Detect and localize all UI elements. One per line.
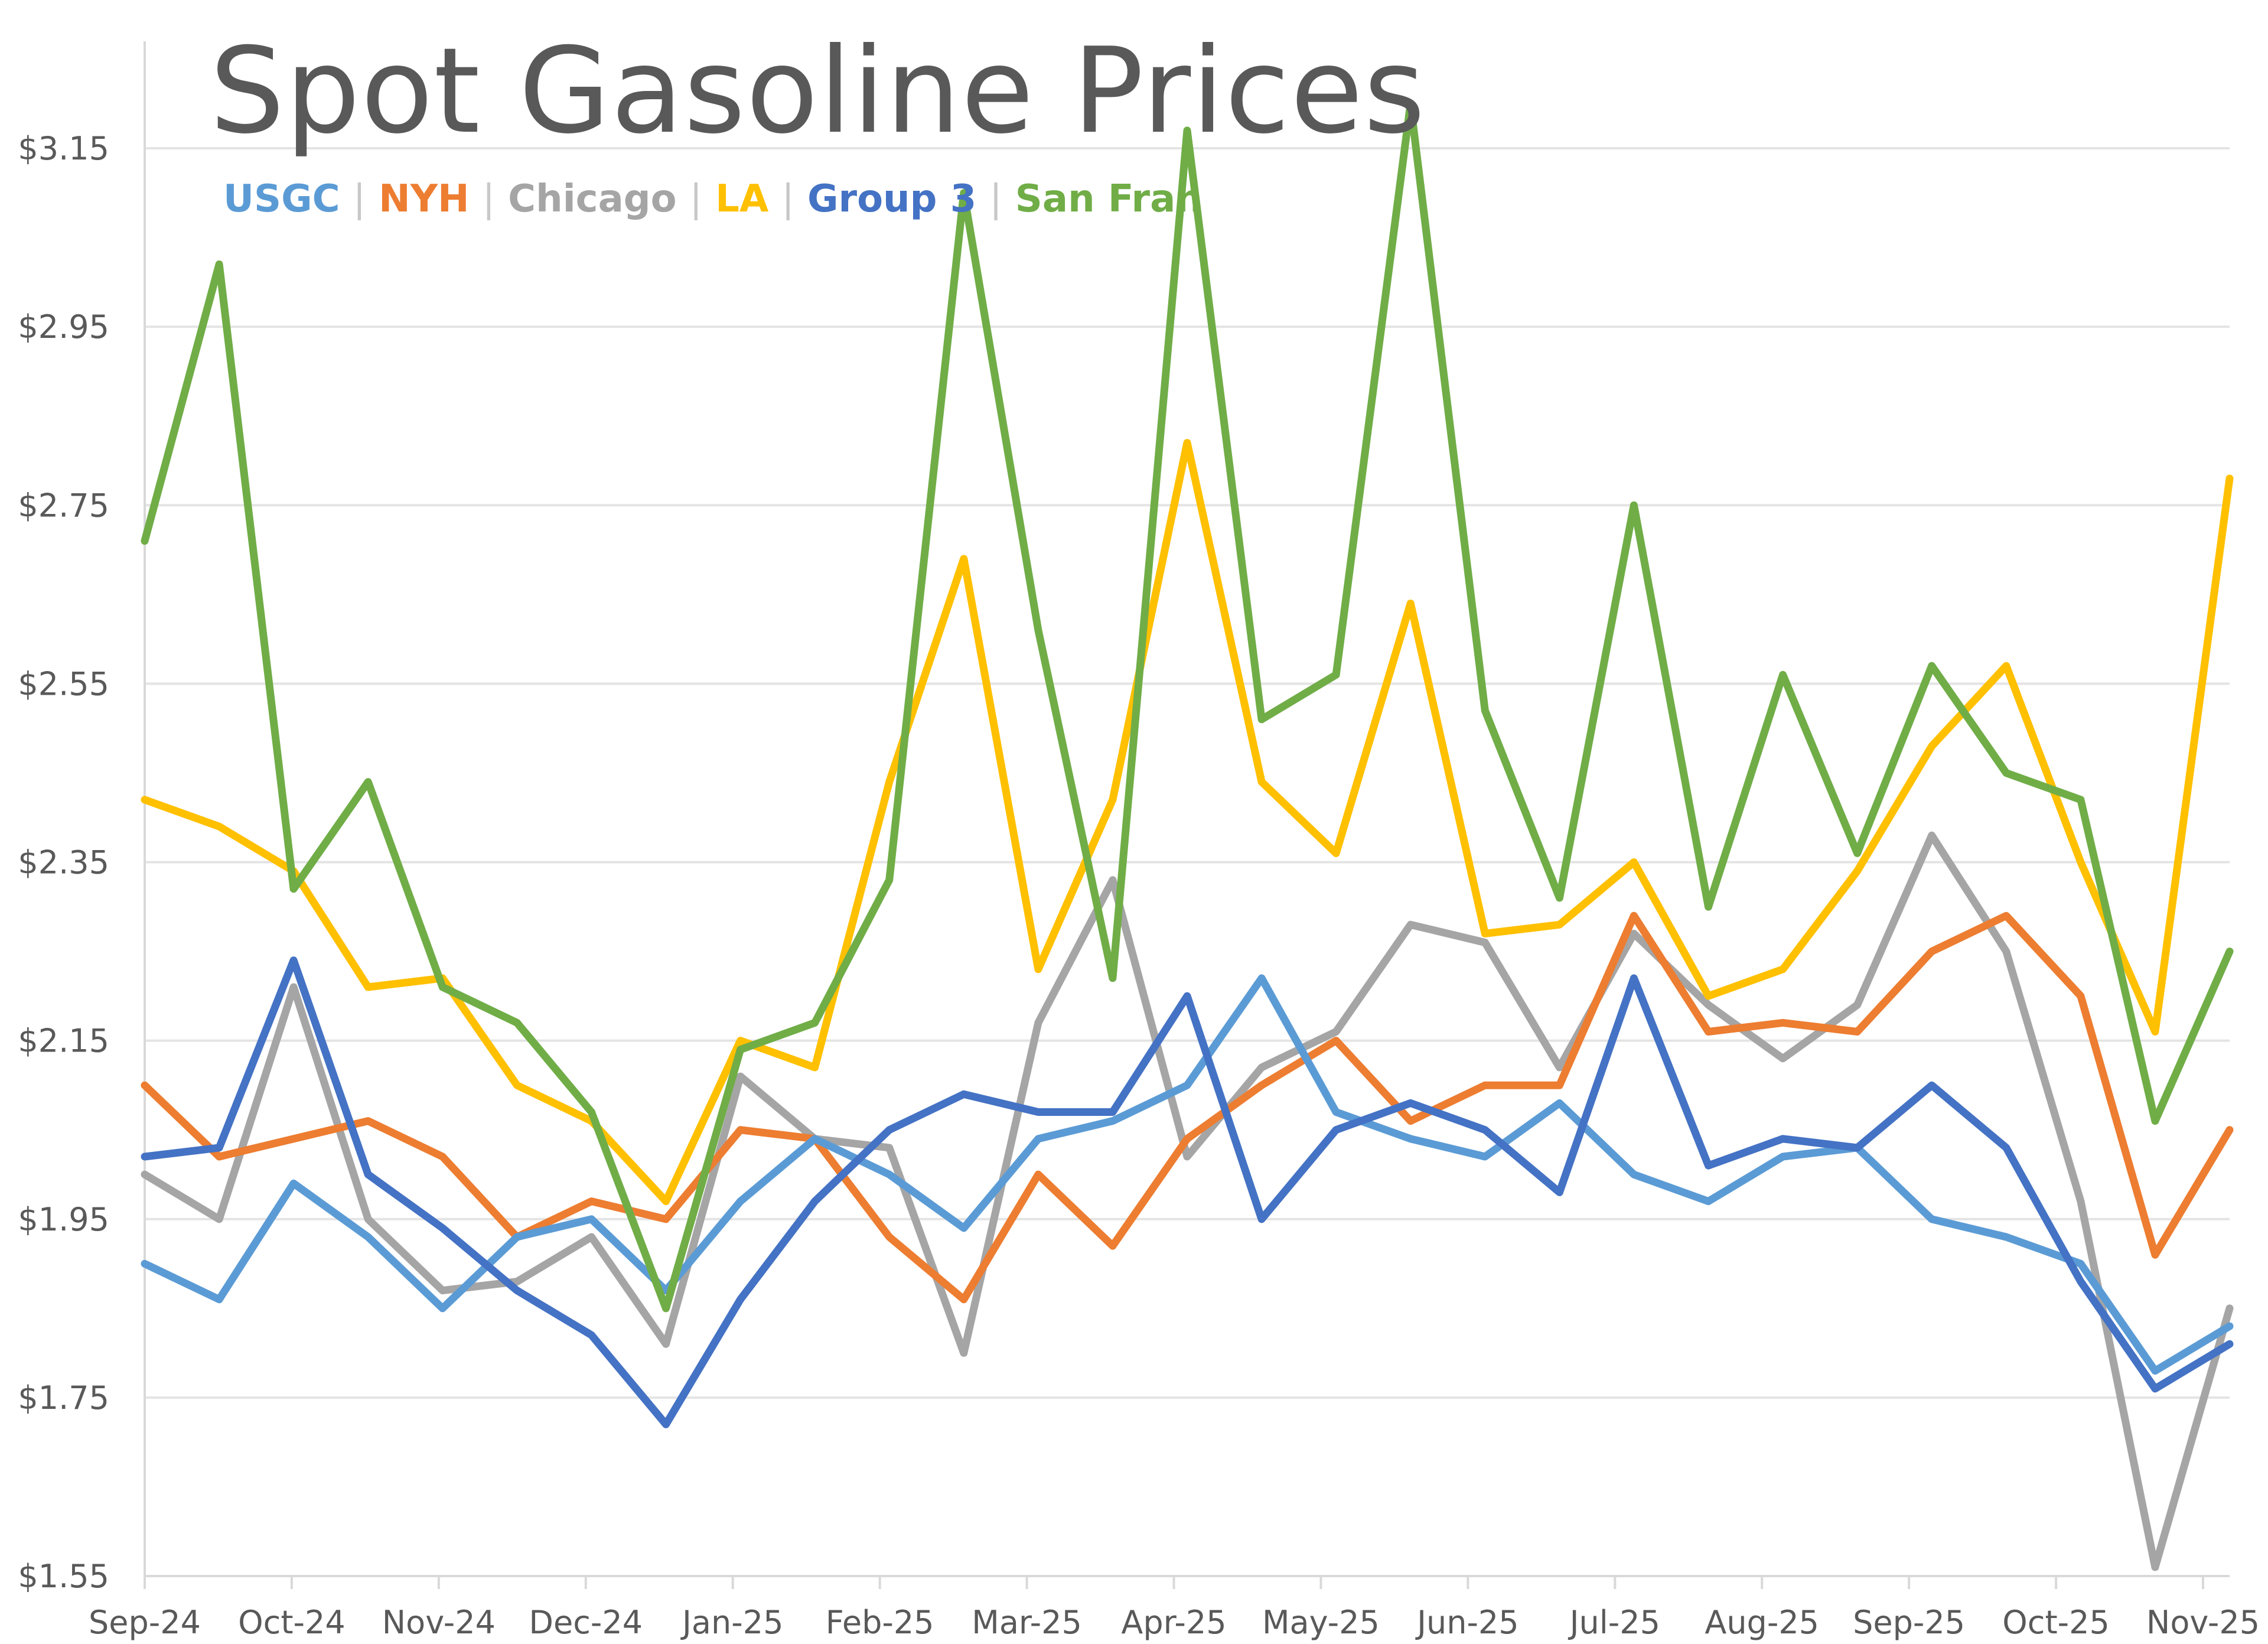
x-tick-label: Jan-25 <box>680 1604 783 1641</box>
x-tick-label: Jul-25 <box>1568 1604 1660 1641</box>
x-tick-label: Feb-25 <box>826 1604 934 1641</box>
legend-entry-chicago: Chicago <box>508 177 677 221</box>
legend-separator: | <box>689 177 703 221</box>
gridlines <box>145 147 2230 1399</box>
series-lines <box>141 100 2234 1571</box>
series-line-la <box>141 439 2234 1206</box>
x-tick-label: Mar-25 <box>972 1604 1082 1641</box>
legend-entry-san-fran: San Fran <box>1015 177 1203 221</box>
legend-entry-la: LA <box>715 177 769 221</box>
x-tick-label: Oct-24 <box>238 1604 346 1641</box>
series-line-group-3 <box>141 956 2234 1428</box>
legend-separator: | <box>353 177 366 221</box>
x-tick-label: Aug-25 <box>1705 1604 1819 1641</box>
x-tick-label: Nov-25 <box>2146 1604 2260 1641</box>
chart-title: Spot Gasoline Prices <box>210 22 1426 160</box>
y-tick-label: $2.55 <box>18 665 109 702</box>
x-tick-label: Nov-24 <box>382 1604 496 1641</box>
x-tick-label: Sep-24 <box>89 1604 201 1641</box>
y-tick-label: $1.55 <box>18 1558 109 1595</box>
y-tick-label: $2.75 <box>18 487 109 524</box>
y-tick-label: $1.95 <box>18 1201 109 1238</box>
y-tick-labels: $1.55 $1.75 $1.95 $2.15 $2.35 $2.55 $2.75 $2.95… <box>18 130 109 1595</box>
legend-separator: | <box>989 177 1002 221</box>
axes <box>144 41 2230 1589</box>
x-tick-label: Sep-25 <box>1853 1604 1965 1641</box>
x-tick-label: Apr-25 <box>1121 1604 1226 1641</box>
y-tick-label: $3.15 <box>18 130 109 167</box>
series-line-usgc <box>141 974 2234 1375</box>
x-tick-labels: Sep-24 Oct-24 Nov-24 Dec-24 Jan-25 Feb-25 Mar-… <box>89 1604 2260 1641</box>
legend: USGC | NYH | Chicago | LA | Group 3 | San Fran <box>223 177 1203 221</box>
y-tick-label: $2.15 <box>18 1023 109 1060</box>
series-line-nyh <box>141 911 2234 1304</box>
x-tick-label: Jun-25 <box>1415 1604 1519 1641</box>
legend-entry-group-3: Group 3 <box>807 177 977 221</box>
y-tick-label: $2.35 <box>18 844 109 881</box>
x-tick-label: May-25 <box>1262 1604 1380 1641</box>
series-line-chicago <box>141 831 2234 1571</box>
legend-separator: | <box>781 177 794 221</box>
legend-entry-nyh: NYH <box>379 177 470 221</box>
legend-entry-usgc: USGC <box>223 177 340 221</box>
y-tick-label: $2.95 <box>18 308 109 346</box>
legend-separator: | <box>482 177 496 221</box>
x-tick-label: Dec-24 <box>529 1604 643 1641</box>
x-tick-label: Oct-25 <box>2002 1604 2110 1641</box>
series-line-san-fran <box>141 100 2234 1313</box>
y-tick-label: $1.75 <box>18 1379 109 1417</box>
